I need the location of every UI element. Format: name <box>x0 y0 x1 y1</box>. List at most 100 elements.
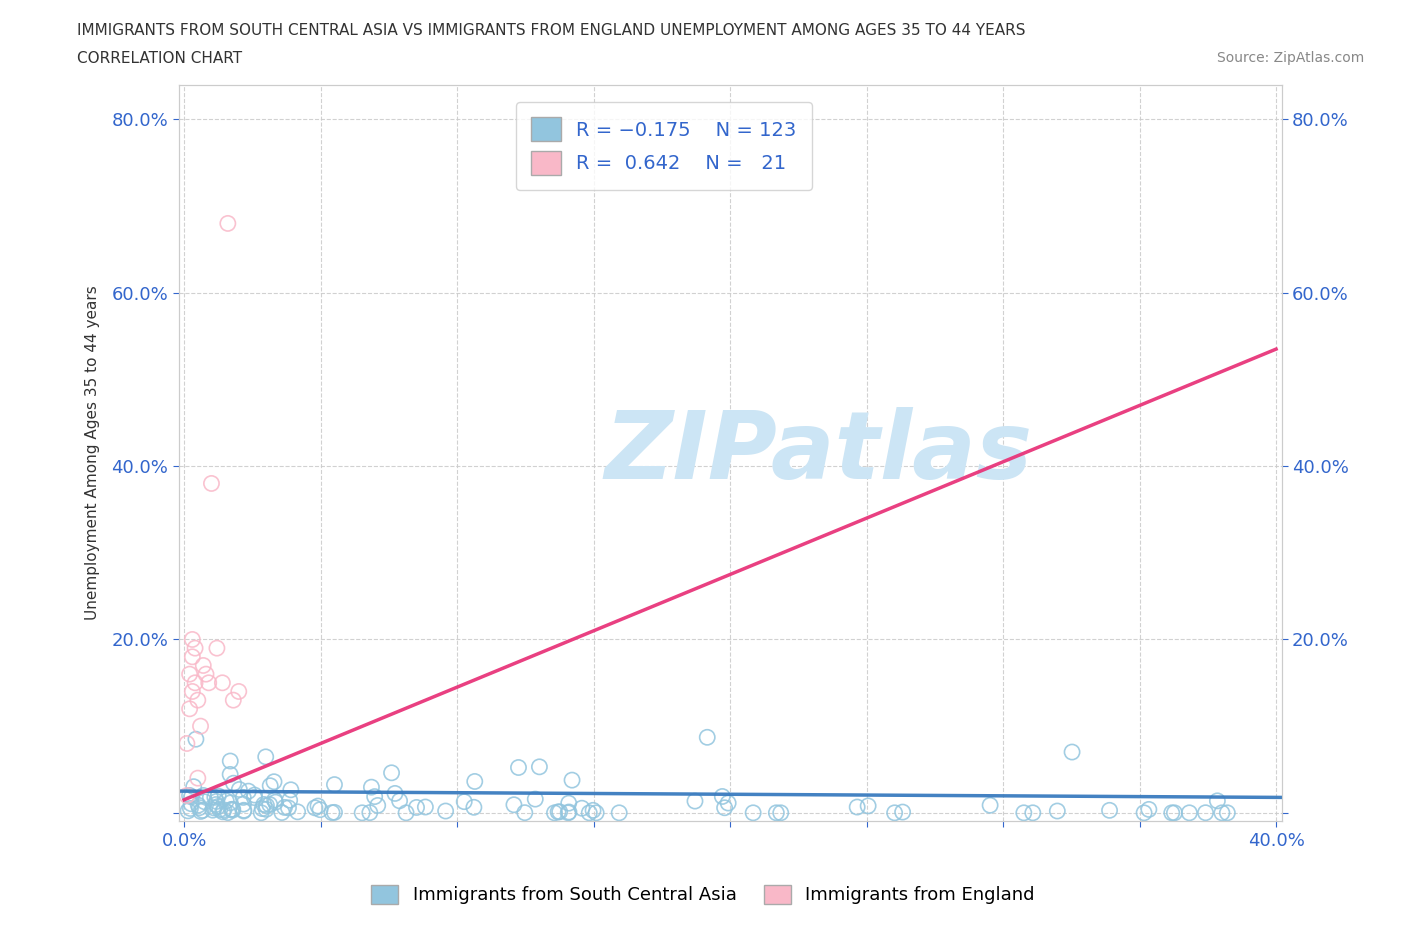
Text: CORRELATION CHART: CORRELATION CHART <box>77 51 242 66</box>
Point <box>253 797 276 812</box>
Point <box>252 801 274 816</box>
Point <box>503 797 526 812</box>
Point <box>280 782 302 797</box>
Point <box>259 778 281 793</box>
Point <box>228 684 250 699</box>
Point <box>561 773 583 788</box>
Point <box>529 760 551 775</box>
Point <box>304 801 326 816</box>
Point <box>264 795 287 810</box>
Point <box>453 794 475 809</box>
Point <box>463 800 485 815</box>
Point <box>193 788 215 803</box>
Point <box>190 719 212 734</box>
Point <box>979 798 1001 813</box>
Point <box>846 800 869 815</box>
Point <box>388 793 411 808</box>
Point <box>1216 805 1239 820</box>
Point <box>205 641 228 656</box>
Point <box>250 805 273 820</box>
Point <box>891 804 914 819</box>
Point <box>367 798 389 813</box>
Point <box>254 750 277 764</box>
Point <box>1022 805 1045 820</box>
Point <box>187 693 209 708</box>
Point <box>883 805 905 820</box>
Point <box>856 799 879 814</box>
Point <box>179 801 201 816</box>
Point <box>187 771 209 786</box>
Point <box>1163 805 1185 820</box>
Point <box>181 632 204 647</box>
Point <box>543 805 565 820</box>
Point <box>713 801 735 816</box>
Point <box>222 802 245 817</box>
Point <box>243 790 266 805</box>
Point <box>254 802 277 817</box>
Point <box>179 667 201 682</box>
Point <box>194 794 217 809</box>
Point <box>1211 805 1233 820</box>
Point <box>207 799 229 814</box>
Point <box>181 649 204 664</box>
Point <box>205 797 228 812</box>
Legend: R = −0.175    N = 123, R =  0.642    N =   21: R = −0.175 N = 123, R = 0.642 N = 21 <box>516 102 813 190</box>
Point <box>380 765 402 780</box>
Point <box>360 779 382 794</box>
Point <box>180 790 202 804</box>
Point <box>184 732 207 747</box>
Point <box>191 803 214 817</box>
Point <box>717 795 740 810</box>
Point <box>212 803 235 817</box>
Point <box>219 767 242 782</box>
Point <box>179 788 201 803</box>
Point <box>683 793 706 808</box>
Point <box>184 641 207 656</box>
Point <box>307 799 329 814</box>
Point <box>180 796 202 811</box>
Point <box>232 797 254 812</box>
Point <box>434 804 457 818</box>
Point <box>1137 802 1160 817</box>
Point <box>176 736 198 751</box>
Point <box>359 805 381 820</box>
Point <box>1160 805 1182 820</box>
Point <box>263 792 285 807</box>
Text: ZIPatlas: ZIPatlas <box>605 407 1032 499</box>
Point <box>270 805 292 820</box>
Point <box>273 800 295 815</box>
Point <box>208 802 231 817</box>
Point <box>176 788 198 803</box>
Point <box>1046 804 1069 818</box>
Point <box>217 805 239 820</box>
Point <box>190 804 212 818</box>
Point <box>259 797 281 812</box>
Point <box>197 675 219 690</box>
Point <box>277 801 299 816</box>
Point <box>222 693 245 708</box>
Point <box>228 782 250 797</box>
Point <box>200 476 222 491</box>
Point <box>321 805 343 820</box>
Point <box>263 775 285 790</box>
Point <box>243 788 266 803</box>
Point <box>464 774 486 789</box>
Point <box>547 804 569 819</box>
Point <box>183 779 205 794</box>
Point <box>557 796 579 811</box>
Point <box>232 803 254 817</box>
Point <box>221 802 243 817</box>
Point <box>415 800 437 815</box>
Point <box>238 784 260 799</box>
Point <box>200 790 222 804</box>
Point <box>195 667 218 682</box>
Point <box>352 805 374 820</box>
Point <box>1178 805 1201 820</box>
Point <box>188 800 211 815</box>
Point <box>1206 793 1229 808</box>
Point <box>742 805 765 820</box>
Point <box>211 675 233 690</box>
Point <box>1133 805 1156 820</box>
Point <box>323 777 346 792</box>
Point <box>558 804 581 819</box>
